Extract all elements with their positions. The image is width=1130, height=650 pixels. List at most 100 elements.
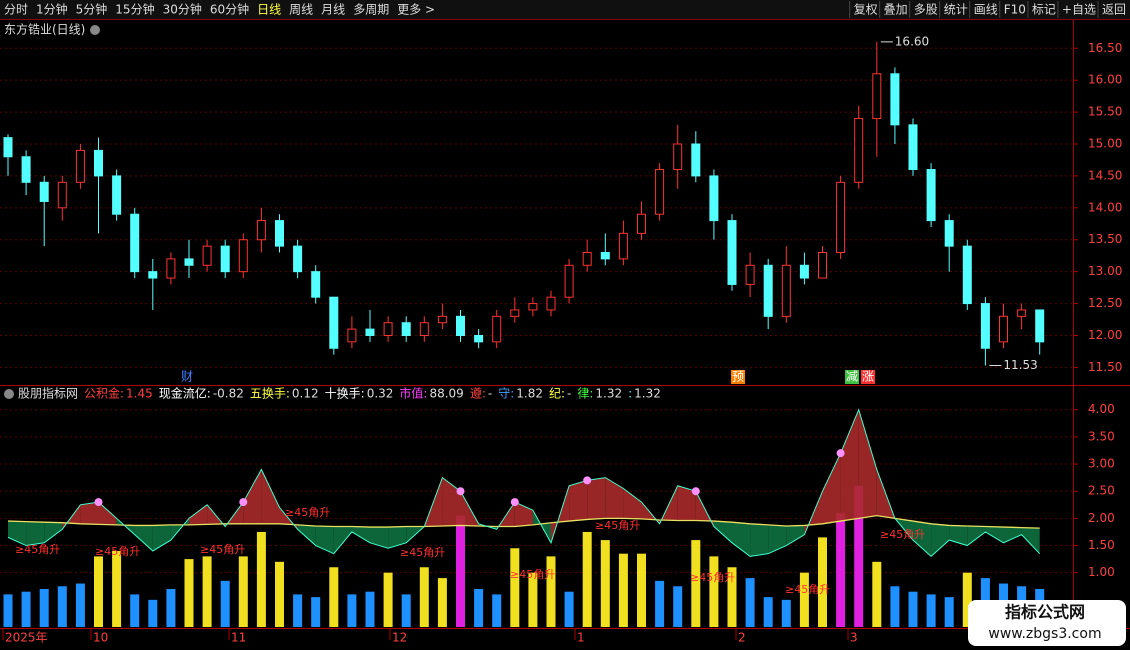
indicator-bar [727, 567, 737, 627]
event-label[interactable]: 预 [732, 370, 744, 384]
indicator-bar [582, 531, 592, 627]
event-badge[interactable] [845, 370, 859, 384]
candle-body [329, 296, 339, 349]
toolbar-button[interactable]: 月线 [321, 3, 345, 17]
y-tick-label: 13.00 [1088, 264, 1122, 278]
candle-body [492, 315, 502, 343]
toolbar-button[interactable]: 周线 [289, 3, 313, 17]
signal-annotation: ≥45角升 [880, 528, 925, 541]
signal-annotation: ≥45角升 [15, 543, 60, 556]
legend-label: 五换手: [250, 387, 290, 401]
y-tick-label: 1.50 [1088, 538, 1115, 552]
event-badge[interactable] [731, 370, 745, 384]
candle-body [1035, 309, 1045, 343]
toolbar-button[interactable]: 15分钟 [115, 2, 154, 17]
toolbar-button[interactable]: 1分钟 [36, 2, 68, 17]
legend-label: 律: [577, 387, 593, 401]
legend-value: - [488, 387, 492, 401]
fund-area [297, 524, 316, 546]
event-label[interactable]: 财 [181, 370, 193, 384]
indicator-bar [293, 594, 303, 627]
signal-annotation: ≥45角升 [95, 545, 140, 558]
toolbar-button[interactable]: 日线 [257, 3, 281, 17]
watermark: 指标公式网 www.zbgs3.com [968, 600, 1126, 646]
signal-annotation: ≥45角升 [595, 519, 640, 532]
indicator-bar [962, 572, 972, 627]
date-label: 11 [231, 631, 246, 645]
fund-area [786, 525, 805, 546]
fund-area [370, 527, 389, 549]
toolbar-button[interactable]: 60分钟 [210, 2, 249, 17]
date-label: 3 [850, 631, 858, 645]
legend-value: -0.82 [213, 387, 244, 401]
candle-body [618, 232, 628, 260]
candle-body [347, 328, 357, 343]
indicator-bar [456, 515, 465, 627]
candle-body [166, 258, 176, 279]
candle-body [655, 169, 665, 215]
toolbar-button[interactable]: 5分钟 [76, 2, 108, 17]
fund-area [514, 502, 533, 527]
date-label: 10 [93, 631, 108, 645]
fund-area [1003, 527, 1022, 543]
candle-body [890, 73, 900, 126]
price-marker-label: 11.53 [1003, 358, 1037, 372]
toolbar-button[interactable]: F10 [1004, 3, 1026, 17]
toolbar-button[interactable]: 返回 [1102, 3, 1126, 17]
indicator-bar [618, 553, 628, 627]
indicator-bar [329, 567, 339, 627]
candle-body [148, 271, 158, 279]
candle-body [112, 175, 122, 215]
fund-area [315, 525, 334, 554]
indicator-bar [130, 594, 140, 627]
date-label: 2025年 [5, 631, 48, 645]
toolbar-button[interactable]: 标记 [1032, 3, 1056, 17]
y-tick-label: 3.50 [1088, 429, 1115, 443]
date-label: 12 [392, 631, 407, 645]
toolbar-button[interactable]: 画线 [974, 3, 998, 17]
y-tick-label: 15.00 [1088, 137, 1122, 151]
signal-annotation: ≥45角升 [510, 568, 555, 581]
event-badge[interactable] [861, 370, 875, 384]
toolbar-button[interactable]: 更多 > [397, 3, 435, 17]
toolbar-button[interactable]: 叠加 [884, 3, 908, 17]
indicator-dropdown[interactable] [4, 389, 14, 399]
y-tick-label: 14.50 [1088, 168, 1122, 182]
event-badge[interactable] [180, 370, 194, 384]
indicator-bar [691, 540, 701, 627]
watermark-title: 指标公式网 [1005, 603, 1085, 622]
event-label[interactable]: 涨 [862, 369, 874, 384]
legend-label: : [628, 387, 632, 401]
fund-area [750, 523, 769, 557]
fund-area [569, 480, 588, 522]
toolbar-button[interactable]: +自选 [1062, 3, 1096, 17]
indicator-bar [854, 485, 864, 627]
panel-title: 东方锆业(日线) [4, 22, 85, 37]
indicator-bar [39, 588, 49, 627]
indicator-bar [836, 512, 846, 627]
candle-body [510, 309, 520, 317]
indicator-bar [184, 559, 194, 627]
toolbar-button[interactable]: 多股 [914, 3, 938, 17]
toolbar-button[interactable]: 统计 [944, 3, 968, 17]
indicator-bar [510, 548, 520, 627]
candle-body [872, 73, 882, 119]
candle-body [836, 181, 846, 254]
toolbar-button[interactable]: 复权 [854, 3, 878, 17]
candle-body [130, 213, 140, 273]
signal-dot [239, 498, 248, 507]
legend-label: 守: [498, 387, 514, 401]
y-tick-label: 4.00 [1088, 402, 1115, 416]
fund-line [7, 408, 1041, 558]
toolbar-button[interactable]: 30分钟 [163, 2, 202, 17]
event-label[interactable]: 减 [846, 370, 858, 384]
title-dropdown[interactable] [90, 25, 100, 35]
fund-area [152, 524, 171, 551]
toolbar-button[interactable]: 分时 [4, 3, 28, 17]
toolbar-button[interactable]: 多周期 [353, 3, 389, 17]
legend-value: 1.32 [595, 387, 622, 401]
signal-dot [456, 487, 465, 496]
fund-area [388, 526, 407, 549]
fund-area [967, 525, 986, 546]
candle-body [745, 264, 755, 285]
